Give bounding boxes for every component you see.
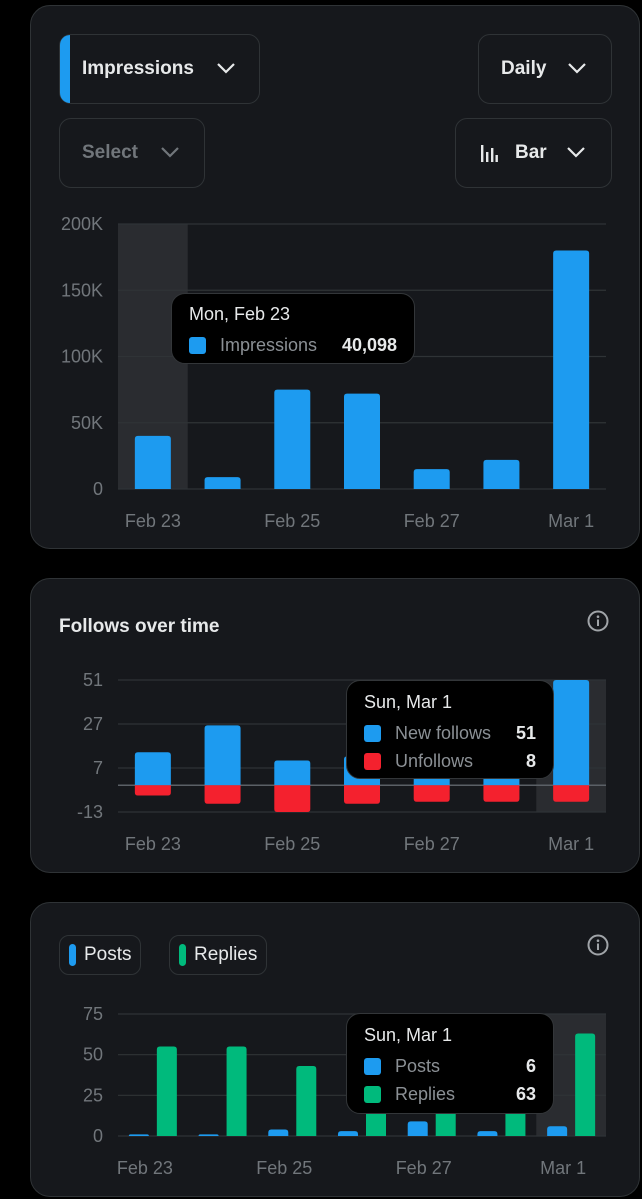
- bar-posts: [547, 1126, 568, 1136]
- bar-new-follows: [204, 725, 241, 786]
- tooltip-swatch: [189, 337, 206, 354]
- bar-posts: [198, 1134, 219, 1136]
- chart-type-label: Bar: [515, 142, 547, 163]
- x-tick-label: Feb 23: [125, 834, 181, 854]
- x-tick-label: Feb 27: [404, 834, 460, 854]
- y-tick-label: 100K: [61, 347, 103, 367]
- x-tick-label: Feb 25: [256, 1158, 312, 1178]
- tooltip-series-label: Impressions: [220, 335, 318, 355]
- tooltip-series-value: 51: [515, 723, 536, 743]
- impressions-tooltip: Mon, Feb 23 Impressions 40,098: [171, 293, 415, 364]
- bar-unfollows: [413, 785, 450, 802]
- x-tick-label: Feb 25: [264, 511, 320, 531]
- y-tick-label: 7: [93, 758, 103, 778]
- chevron-down-icon: [217, 63, 235, 74]
- y-tick-label: 50K: [71, 413, 103, 433]
- bar-impressions: [413, 469, 450, 489]
- legend-posts-label: Posts: [84, 944, 132, 965]
- bar-replies: [575, 1033, 596, 1136]
- tooltip-series-label: Posts: [395, 1056, 441, 1076]
- bar-impressions: [134, 435, 171, 489]
- bar-unfollows: [274, 785, 311, 812]
- chevron-down-icon: [567, 147, 585, 158]
- follows-tooltip: Sun, Mar 1 New follows 51 Unfollows 8: [346, 680, 554, 779]
- posts-swatch: [69, 944, 76, 966]
- tooltip-swatch: [364, 753, 381, 770]
- bar-impressions: [483, 459, 520, 489]
- y-tick-label: 27: [83, 714, 103, 734]
- x-tick-label: Feb 23: [125, 511, 181, 531]
- legend-posts[interactable]: Posts: [59, 935, 141, 975]
- tooltip-series-value: 8: [525, 751, 536, 771]
- x-tick-label: Mar 1: [548, 511, 594, 531]
- legend-replies[interactable]: Replies: [169, 935, 267, 975]
- tooltip-swatch: [364, 1058, 381, 1075]
- bar-posts: [268, 1129, 289, 1136]
- bar-posts: [128, 1134, 149, 1136]
- bar-posts: [407, 1121, 428, 1136]
- bar-chart-icon: [481, 145, 498, 162]
- tooltip-title: Sun, Mar 1: [364, 1025, 453, 1045]
- bar-replies: [156, 1046, 177, 1136]
- x-tick-label: Feb 27: [396, 1158, 452, 1178]
- bar-unfollows: [483, 785, 520, 802]
- follows-title: Follows over time: [59, 616, 220, 637]
- info-icon[interactable]: [587, 934, 609, 956]
- tooltip-series-label: Unfollows: [395, 751, 474, 771]
- x-tick-label: Feb 23: [117, 1158, 173, 1178]
- bar-posts: [477, 1131, 498, 1136]
- tooltip-series-label: Replies: [395, 1084, 456, 1104]
- tooltip-series-value: 40,098: [341, 335, 397, 355]
- tooltip-title: Sun, Mar 1: [364, 692, 453, 712]
- y-tick-label: 51: [83, 670, 103, 690]
- select-dropdown[interactable]: Select: [59, 118, 205, 188]
- tooltip-title: Mon, Feb 23: [189, 304, 291, 324]
- tooltip-series-value: 63: [515, 1084, 536, 1104]
- x-tick-label: Mar 1: [540, 1158, 586, 1178]
- bar-unfollows: [204, 785, 241, 804]
- y-tick-label: 200K: [61, 214, 103, 234]
- select-dropdown-label: Select: [82, 142, 138, 163]
- y-tick-label: 75: [83, 1004, 103, 1024]
- x-tick-label: Feb 27: [404, 511, 460, 531]
- bar-impressions: [553, 250, 590, 489]
- metric-dropdown[interactable]: Impressions: [59, 34, 260, 104]
- metric-dropdown-label: Impressions: [82, 58, 194, 79]
- period-dropdown-label: Daily: [501, 58, 547, 79]
- info-icon[interactable]: [587, 610, 609, 632]
- bar-unfollows: [553, 785, 590, 802]
- tooltip-series-label: New follows: [395, 723, 492, 743]
- x-tick-label: Feb 25: [264, 834, 320, 854]
- posts-tooltip: Sun, Mar 1 Posts 6 Replies 63: [346, 1013, 554, 1114]
- bar-posts: [338, 1131, 358, 1136]
- tooltip-swatch: [364, 725, 381, 742]
- y-tick-label: 25: [83, 1085, 103, 1105]
- bar-impressions: [274, 389, 311, 489]
- y-tick-label: 0: [93, 1126, 103, 1146]
- legend-replies-label: Replies: [194, 944, 258, 965]
- bar-new-follows: [274, 760, 311, 786]
- y-tick-label: 0: [93, 479, 103, 499]
- tooltip-swatch: [364, 1086, 381, 1103]
- tooltip-series-value: 6: [525, 1056, 536, 1076]
- bar-new-follows: [553, 680, 590, 786]
- chevron-down-icon: [568, 63, 586, 74]
- bar-replies: [226, 1046, 247, 1136]
- bar-impressions: [344, 393, 380, 489]
- y-tick-label: 50: [83, 1045, 103, 1065]
- y-tick-label: -13: [77, 802, 103, 822]
- bar-impressions: [204, 477, 241, 489]
- bar-new-follows: [134, 752, 171, 786]
- y-tick-label: 150K: [61, 280, 103, 300]
- bar-unfollows: [344, 785, 380, 804]
- chevron-down-icon: [161, 147, 179, 158]
- bar-unfollows: [134, 785, 171, 796]
- period-dropdown[interactable]: Daily: [478, 34, 612, 104]
- chart-type-dropdown[interactable]: Bar: [455, 118, 612, 188]
- bar-replies: [296, 1066, 317, 1136]
- x-tick-label: Mar 1: [548, 834, 594, 854]
- metric-accent: [60, 35, 70, 103]
- replies-swatch: [179, 944, 186, 966]
